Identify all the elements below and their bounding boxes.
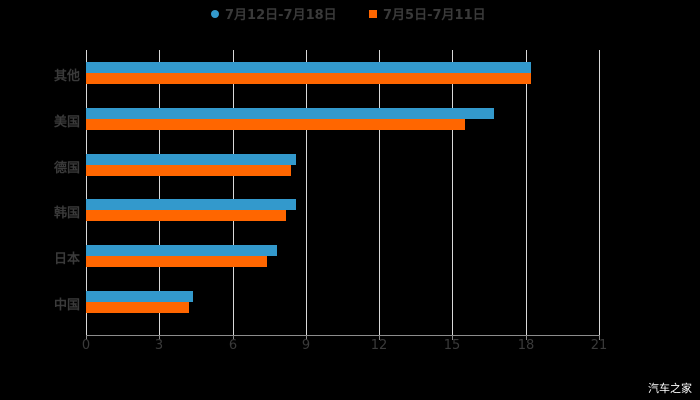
x-tick-label: 12 bbox=[370, 338, 388, 353]
bar-series-b[interactable] bbox=[86, 210, 286, 221]
category-label: 中国 bbox=[53, 298, 80, 313]
bar-series-b[interactable] bbox=[86, 119, 465, 130]
gridline bbox=[233, 50, 234, 335]
category-label: 德国 bbox=[53, 161, 80, 176]
x-axis-tick bbox=[452, 335, 453, 340]
x-tick-label: 18 bbox=[517, 338, 535, 353]
square-marker-icon bbox=[369, 9, 377, 18]
x-tick-label: 0 bbox=[81, 338, 91, 353]
legend-label-series-a: 7月12日-7月18日 bbox=[225, 8, 337, 23]
x-axis-tick bbox=[233, 335, 234, 340]
x-axis-tick bbox=[379, 335, 380, 340]
x-tick-label: 21 bbox=[590, 338, 608, 353]
x-tick-label: 15 bbox=[443, 338, 461, 353]
chart-legend: 7月12日-7月18日 7月5日-7月11日 bbox=[0, 4, 700, 24]
gridline bbox=[86, 50, 87, 335]
legend-item-series-a[interactable]: 7月12日-7月18日 bbox=[211, 4, 337, 23]
gridline bbox=[306, 50, 307, 335]
bar-series-a[interactable] bbox=[86, 108, 494, 119]
bar-series-a[interactable] bbox=[86, 62, 531, 73]
bar-series-a[interactable] bbox=[86, 291, 193, 302]
x-axis-tick bbox=[86, 335, 87, 340]
bar-series-b[interactable] bbox=[86, 302, 189, 313]
x-tick-label: 6 bbox=[228, 338, 238, 353]
category-label: 美国 bbox=[53, 115, 80, 130]
bar-series-b[interactable] bbox=[86, 73, 531, 84]
gridline bbox=[159, 50, 160, 335]
category-label: 其他 bbox=[53, 69, 80, 84]
legend-label-series-b: 7月5日-7月11日 bbox=[383, 8, 486, 23]
x-tick-label: 9 bbox=[301, 338, 311, 353]
x-axis-tick bbox=[159, 335, 160, 340]
x-axis-tick bbox=[526, 335, 527, 340]
bar-series-a[interactable] bbox=[86, 154, 296, 165]
legend-item-series-b[interactable]: 7月5日-7月11日 bbox=[369, 4, 486, 23]
circle-marker-icon bbox=[211, 9, 219, 18]
bar-series-a[interactable] bbox=[86, 245, 277, 256]
category-label: 日本 bbox=[53, 252, 80, 267]
gridline bbox=[599, 50, 600, 335]
x-axis-tick bbox=[599, 335, 600, 340]
x-axis-line bbox=[86, 335, 600, 336]
category-label: 韩国 bbox=[53, 206, 80, 221]
gridline bbox=[379, 50, 380, 335]
bar-series-b[interactable] bbox=[86, 256, 267, 267]
gridline bbox=[452, 50, 453, 335]
x-axis-tick bbox=[306, 335, 307, 340]
x-tick-label: 3 bbox=[154, 338, 164, 353]
bar-series-b[interactable] bbox=[86, 165, 291, 176]
bar-series-a[interactable] bbox=[86, 199, 296, 210]
watermark: 汽车之家 bbox=[648, 382, 692, 395]
gridline bbox=[526, 50, 527, 335]
